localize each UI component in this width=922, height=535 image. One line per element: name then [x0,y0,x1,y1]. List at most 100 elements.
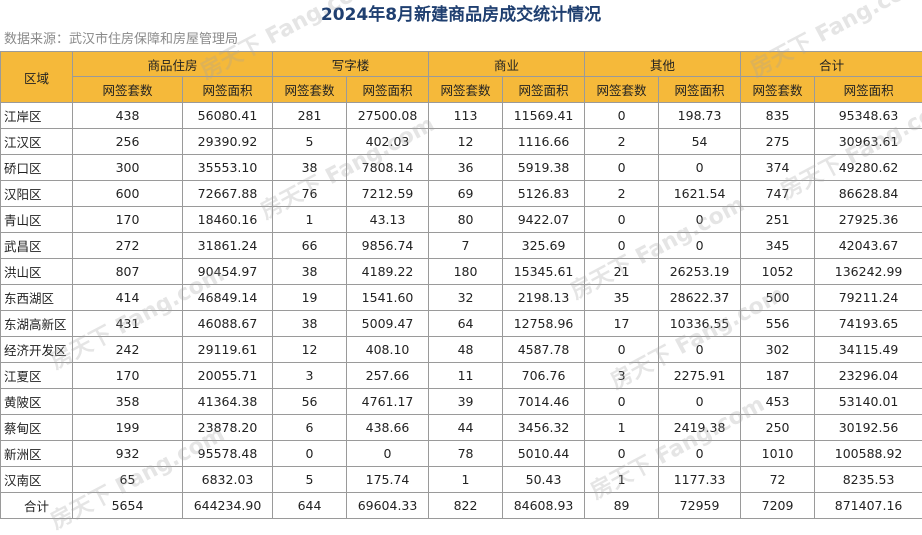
table-cell: 250 [741,415,815,441]
table-cell: 0 [659,389,741,415]
table-cell: 3 [585,363,659,389]
table-cell: 4587.78 [503,337,585,363]
table-cell: 49280.62 [815,155,922,181]
table-cell: 1010 [741,441,815,467]
table-cell: 0 [659,337,741,363]
table-cell: 345 [741,233,815,259]
table-cell: 39 [429,389,503,415]
table-cell: 325.69 [503,233,585,259]
region-name: 经济开发区 [1,337,73,363]
table-cell: 27925.36 [815,207,922,233]
header-group-row: 区域 商品住房 写字楼 商业 其他 合计 [1,52,922,77]
table-cell: 90454.97 [183,259,273,285]
table-cell: 35 [585,285,659,311]
table-cell: 84608.93 [503,493,585,519]
table-cell: 5 [273,129,347,155]
table-cell: 3 [273,363,347,389]
table-cell: 38 [273,311,347,337]
table-cell: 5919.38 [503,155,585,181]
table-cell: 86628.84 [815,181,922,207]
table-cell: 69 [429,181,503,207]
table-cell: 2198.13 [503,285,585,311]
region-name: 东西湖区 [1,285,73,311]
table-cell: 5010.44 [503,441,585,467]
table-cell: 500 [741,285,815,311]
page-title: 2024年8月新建商品房成交统计情况 [0,0,922,30]
table-cell: 31861.24 [183,233,273,259]
table-cell: 0 [659,441,741,467]
table-cell: 29119.61 [183,337,273,363]
sub-header-units: 网签套数 [741,77,815,103]
table-cell: 11569.41 [503,103,585,129]
table-cell: 180 [429,259,503,285]
table-cell: 2 [585,129,659,155]
data-source-note: 数据来源：武汉市住房保障和房屋管理局 [4,31,238,49]
table-cell: 7209 [741,493,815,519]
region-name: 青山区 [1,207,73,233]
group-header-residential: 商品住房 [73,52,273,77]
table-cell: 5009.47 [347,311,429,337]
table-cell: 7014.46 [503,389,585,415]
table-cell: 1177.33 [659,467,741,493]
table-cell: 79211.24 [815,285,922,311]
sub-header-area: 网签面积 [815,77,922,103]
table-cell: 44 [429,415,503,441]
table-cell: 408.10 [347,337,429,363]
table-cell: 302 [741,337,815,363]
table-cell: 5 [273,467,347,493]
table-cell: 95348.63 [815,103,922,129]
region-name: 汉阳区 [1,181,73,207]
table-cell: 36 [429,155,503,181]
table-cell: 170 [73,363,183,389]
table-cell: 89 [585,493,659,519]
table-cell: 74193.65 [815,311,922,337]
table-cell: 23878.20 [183,415,273,441]
table-cell: 1 [273,207,347,233]
table-cell: 50.43 [503,467,585,493]
table-cell: 402.03 [347,129,429,155]
sub-header-units: 网签套数 [73,77,183,103]
sub-header-units: 网签套数 [273,77,347,103]
table-cell: 4189.22 [347,259,429,285]
table-cell: 113 [429,103,503,129]
table-cell: 257.66 [347,363,429,389]
table-cell: 9856.74 [347,233,429,259]
table-cell: 8235.53 [815,467,922,493]
region-name: 江夏区 [1,363,73,389]
table-cell: 871407.16 [815,493,922,519]
region-name: 洪山区 [1,259,73,285]
table-cell: 21 [585,259,659,285]
table-cell: 0 [585,233,659,259]
group-header-other: 其他 [585,52,741,77]
table-cell: 453 [741,389,815,415]
region-name: 江汉区 [1,129,73,155]
table-cell: 272 [73,233,183,259]
table-cell: 170 [73,207,183,233]
table-cell: 15345.61 [503,259,585,285]
sub-header-area: 网签面积 [183,77,273,103]
region-name: 蔡甸区 [1,415,73,441]
table-cell: 54 [659,129,741,155]
table-cell: 32 [429,285,503,311]
table-cell: 30963.61 [815,129,922,155]
table-cell: 29390.92 [183,129,273,155]
table-cell: 414 [73,285,183,311]
table-cell: 38 [273,155,347,181]
table-cell: 431 [73,311,183,337]
table-cell: 199 [73,415,183,441]
table-cell: 438 [73,103,183,129]
region-name: 新洲区 [1,441,73,467]
table-cell: 706.76 [503,363,585,389]
table-cell: 747 [741,181,815,207]
table-cell: 822 [429,493,503,519]
table-cell: 256 [73,129,183,155]
